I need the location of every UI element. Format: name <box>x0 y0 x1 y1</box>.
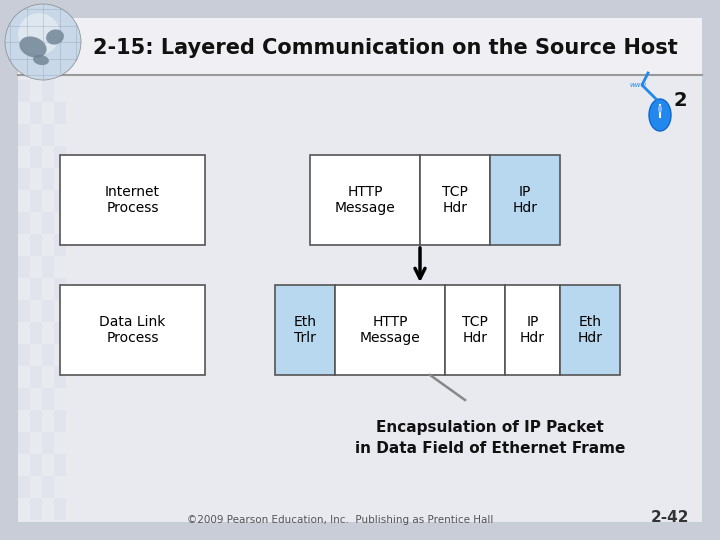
Bar <box>18 256 30 278</box>
Text: Data Link
Process: Data Link Process <box>99 315 166 345</box>
Bar <box>505 285 560 375</box>
Bar <box>18 388 30 410</box>
Ellipse shape <box>649 99 671 131</box>
Bar <box>42 388 54 410</box>
Bar <box>275 285 335 375</box>
Ellipse shape <box>46 29 64 45</box>
Bar <box>54 146 66 168</box>
Bar <box>18 476 30 498</box>
Bar <box>54 234 66 256</box>
Bar <box>30 322 42 344</box>
Text: HTTP
Message: HTTP Message <box>335 185 395 215</box>
Bar <box>42 80 54 102</box>
Bar <box>420 155 490 245</box>
Bar <box>18 344 30 366</box>
Bar <box>30 190 42 212</box>
Bar <box>60 155 205 245</box>
Circle shape <box>18 13 60 55</box>
Bar <box>42 476 54 498</box>
Text: Encapsulation of IP Packet
in Data Field of Ethernet Frame: Encapsulation of IP Packet in Data Field… <box>355 420 625 456</box>
Bar <box>30 102 42 124</box>
Text: ©2009 Pearson Education, Inc.  Publishing as Prentice Hall: ©2009 Pearson Education, Inc. Publishing… <box>186 515 493 525</box>
Bar <box>54 322 66 344</box>
Text: TCP
Hdr: TCP Hdr <box>442 185 468 215</box>
Text: Eth
Trlr: Eth Trlr <box>294 315 317 345</box>
Text: 2-15: Layered Communication on the Source Host: 2-15: Layered Communication on the Sourc… <box>93 38 678 58</box>
Bar <box>54 278 66 300</box>
Bar <box>560 285 620 375</box>
Bar <box>54 498 66 520</box>
Bar <box>30 146 42 168</box>
Text: www: www <box>629 82 647 88</box>
Bar <box>30 278 42 300</box>
Text: IP
Hdr: IP Hdr <box>520 315 545 345</box>
Bar <box>30 498 42 520</box>
Bar <box>42 432 54 454</box>
Text: TCP
Hdr: TCP Hdr <box>462 315 488 345</box>
Bar <box>42 124 54 146</box>
Bar <box>42 300 54 322</box>
Bar <box>335 285 445 375</box>
Bar <box>18 80 30 102</box>
Bar <box>18 18 702 75</box>
Bar <box>42 212 54 234</box>
Ellipse shape <box>658 105 662 112</box>
Bar <box>18 168 30 190</box>
Text: Eth
Hdr: Eth Hdr <box>577 315 603 345</box>
Text: Internet
Process: Internet Process <box>105 185 160 215</box>
Text: HTTP
Message: HTTP Message <box>359 315 420 345</box>
Bar <box>18 124 30 146</box>
Bar <box>54 102 66 124</box>
Circle shape <box>5 4 81 80</box>
Bar <box>54 366 66 388</box>
Bar <box>310 155 420 245</box>
Bar <box>30 234 42 256</box>
Ellipse shape <box>19 37 47 58</box>
Text: 2-42: 2-42 <box>651 510 689 525</box>
Bar <box>42 256 54 278</box>
Bar <box>18 300 30 322</box>
Bar <box>54 454 66 476</box>
Bar <box>30 366 42 388</box>
Bar <box>30 410 42 432</box>
Ellipse shape <box>33 55 49 65</box>
Bar <box>60 285 205 375</box>
Bar <box>54 190 66 212</box>
Bar <box>445 285 505 375</box>
Bar <box>54 410 66 432</box>
Bar <box>490 155 560 245</box>
Bar <box>42 344 54 366</box>
Bar <box>18 212 30 234</box>
Bar <box>18 432 30 454</box>
Bar <box>42 168 54 190</box>
Text: IP
Hdr: IP Hdr <box>513 185 538 215</box>
Text: 2: 2 <box>673 91 687 110</box>
Bar <box>30 454 42 476</box>
